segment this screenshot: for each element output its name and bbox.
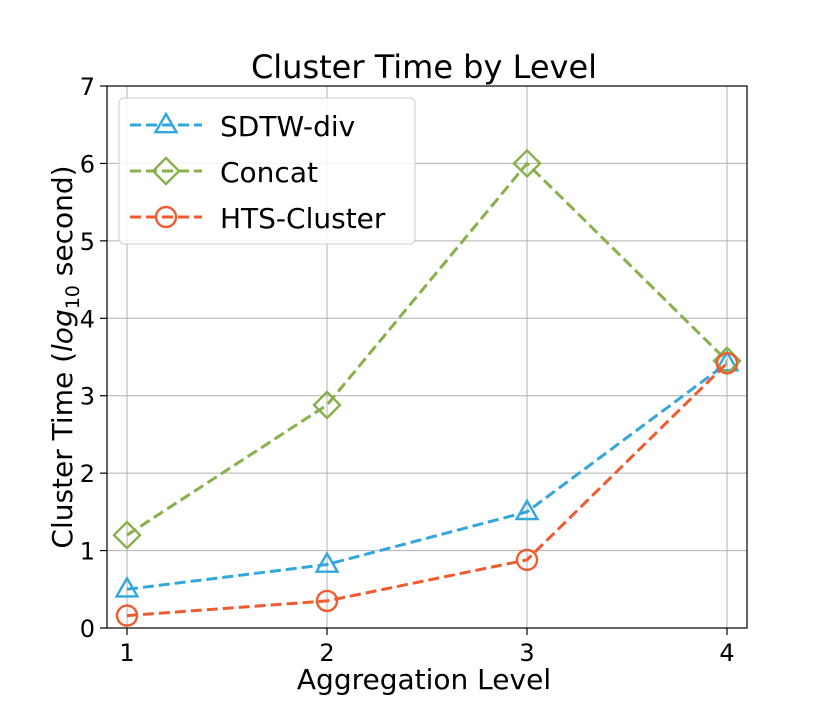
y-tick-label: 2 xyxy=(80,460,95,488)
legend-marker-hts-cluster xyxy=(154,205,178,229)
series-hts-cluster xyxy=(115,351,739,627)
data-point-hts-cluster xyxy=(315,589,339,613)
data-point-hts-cluster xyxy=(715,351,739,375)
series-layer xyxy=(112,148,742,627)
data-point-sdtw-div xyxy=(314,551,340,573)
chart-title: Cluster Time by Level xyxy=(251,48,597,86)
y-tick-label: 1 xyxy=(80,538,95,566)
y-axis-label: Cluster Time (log10 second) xyxy=(46,165,84,548)
y-axis-label-suffix: second) xyxy=(46,165,79,285)
data-point-concat xyxy=(112,520,142,550)
legend-marker-concat xyxy=(151,156,181,186)
legend-label-sdtw-div: SDTW-div xyxy=(220,110,355,143)
plot-frame xyxy=(106,85,748,629)
series-line-hts-cluster xyxy=(126,362,729,618)
y-tick-label: 5 xyxy=(80,228,95,256)
legend-label-hts-cluster: HTS-Cluster xyxy=(220,202,386,235)
data-point-hts-cluster xyxy=(115,604,139,627)
data-point-concat xyxy=(312,390,342,420)
legend-label-concat: Concat xyxy=(220,156,318,189)
x-tick-label: 2 xyxy=(319,639,334,667)
x-axis-ticks: 1 2 3 4 xyxy=(119,628,735,667)
x-tick-label: 1 xyxy=(119,639,134,667)
y-axis-label-subscript: 10 xyxy=(62,285,84,309)
y-tick-label: 0 xyxy=(80,615,95,643)
series-line-sdtw-div xyxy=(126,361,728,591)
y-axis-label-log: log xyxy=(46,309,79,352)
x-axis-label: Aggregation Level xyxy=(297,663,551,696)
data-point-sdtw-div xyxy=(514,498,540,521)
series-sdtw-div xyxy=(114,349,740,598)
legend: SDTW-div Concat HTS-Cluster xyxy=(118,97,416,245)
legend-marker-sdtw-div xyxy=(153,111,179,134)
x-tick-label: 4 xyxy=(719,639,734,667)
y-tick-label: 4 xyxy=(80,305,95,333)
y-tick-label: 6 xyxy=(80,150,95,178)
y-tick-label: 7 xyxy=(80,73,95,101)
legend-box xyxy=(118,97,416,245)
data-point-hts-cluster xyxy=(515,548,539,572)
data-point-sdtw-div xyxy=(114,575,140,598)
x-tick-label: 3 xyxy=(519,639,534,667)
y-tick-label: 3 xyxy=(80,383,95,411)
series-line-concat xyxy=(126,161,729,537)
data-point-sdtw-div xyxy=(714,349,740,372)
y-axis-ticks: 0 1 2 3 4 5 6 7 xyxy=(80,73,107,643)
data-point-concat xyxy=(512,148,542,179)
y-axis-label-prefix: Cluster Time ( xyxy=(46,352,79,549)
